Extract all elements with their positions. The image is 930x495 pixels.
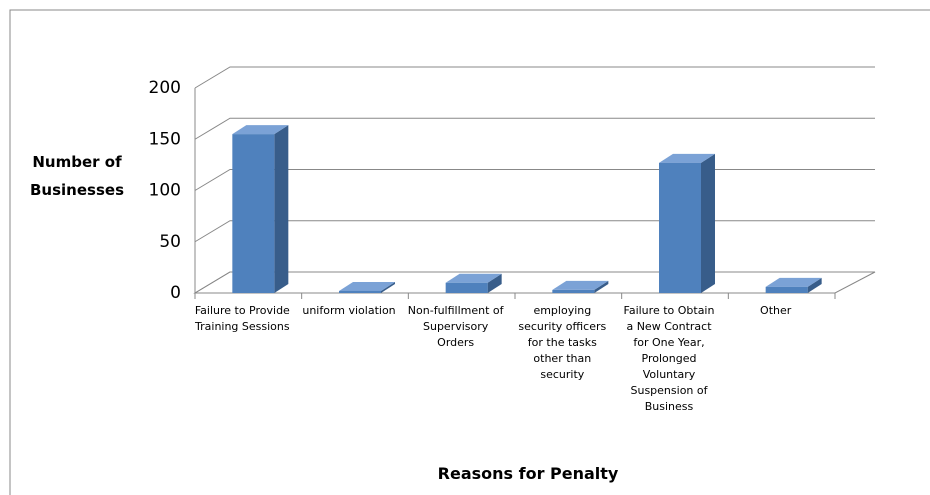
bar-side [807, 277, 822, 293]
bar-front [232, 134, 275, 293]
x-tick-label: Other [760, 304, 792, 317]
bar-top [659, 153, 715, 163]
bar [232, 125, 289, 293]
x-tick-label: employing security officers for the task… [518, 304, 607, 381]
bar-side [274, 125, 289, 293]
y-tick-label: 100 [149, 181, 181, 201]
bar-side [594, 280, 609, 293]
grid-line [194, 220, 875, 243]
x-axis-title: Reasons for Penalty [437, 464, 619, 483]
bar-top [339, 281, 395, 291]
bar-top [552, 280, 609, 290]
bar [765, 277, 822, 293]
y-tick-label: 0 [170, 283, 181, 303]
x-tick-label: Failure to Obtain a New Contract for One… [623, 304, 715, 413]
bar-front [659, 162, 701, 293]
bar [552, 280, 609, 293]
grid-line [194, 169, 875, 191]
bar-front [552, 289, 595, 293]
bar-front [765, 286, 808, 293]
bar [659, 153, 715, 293]
grid-line [194, 66, 875, 89]
x-tick-label: Non-fulfillment of Supervisory Orders [407, 304, 504, 349]
y-tick-label: 50 [159, 232, 181, 252]
bar-side [487, 273, 502, 293]
grid-line [194, 117, 875, 140]
bar [445, 273, 502, 293]
bar-front [445, 282, 488, 293]
bar-side [381, 281, 395, 293]
x-tick-label: uniform violation [302, 304, 396, 317]
bar-top [232, 125, 289, 135]
bar-front [339, 290, 381, 293]
y-tick-label: 150 [149, 129, 181, 149]
bar-top [445, 273, 502, 283]
frame [9, 9, 930, 495]
y-axis-title: Number of Businesses [30, 153, 124, 199]
bar-side [701, 153, 715, 293]
y-tick-label: 200 [149, 78, 181, 98]
bar [339, 281, 395, 293]
bar-top [765, 277, 822, 287]
x-tick-label: Failure to Provide Training Sessions [194, 304, 290, 333]
